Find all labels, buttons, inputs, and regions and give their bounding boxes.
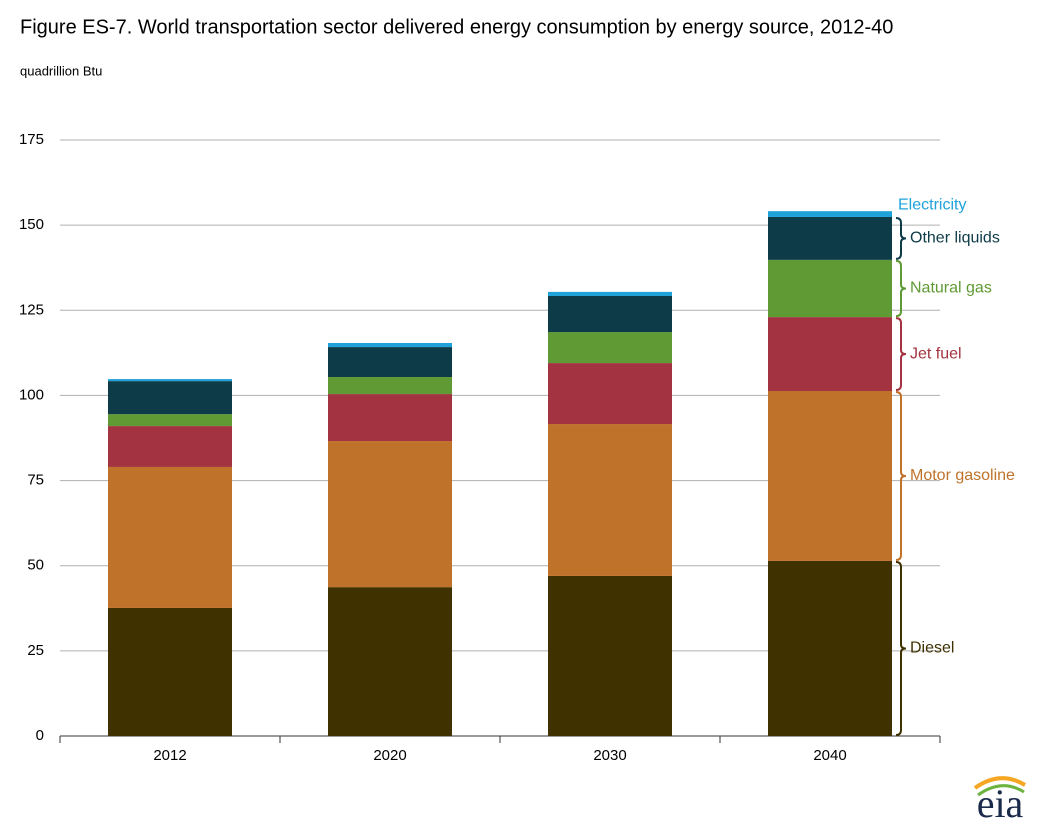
brace (895, 317, 907, 392)
bar-segment (108, 426, 232, 467)
bar-segment (328, 441, 452, 588)
chart-subtitle: quadrillion Btu (20, 63, 102, 78)
x-tick-label: 2040 (813, 747, 846, 764)
logo-swoosh (977, 784, 1025, 797)
brace (895, 560, 907, 736)
legend-label: Motor gasoline (910, 467, 1015, 484)
brace (895, 259, 907, 318)
chart-title: Figure ES-7. World transportation sector… (20, 16, 893, 38)
bar-segment (108, 381, 232, 415)
logo-swoosh (973, 776, 1027, 790)
bar-segment (108, 466, 232, 608)
bar-segment (108, 414, 232, 427)
brace (895, 391, 907, 561)
brace (895, 216, 907, 260)
bar-segment (548, 332, 672, 364)
y-tick-label: 125 (19, 301, 44, 318)
bar-segment (768, 259, 892, 318)
x-tick-label: 2030 (593, 747, 626, 764)
bar-segment (548, 424, 672, 576)
bar-segment (548, 363, 672, 425)
y-tick-label: 0 (36, 727, 44, 744)
legend-label: Diesel (910, 640, 954, 657)
legend-label: Natural gas (910, 280, 992, 297)
bar-segment (548, 291, 672, 296)
bar-segment (108, 607, 232, 736)
y-tick-label: 50 (27, 557, 44, 574)
y-tick-label: 25 (27, 642, 44, 659)
bar-segment (328, 394, 452, 442)
x-tick-label: 2012 (153, 747, 186, 764)
y-tick-label: 175 (19, 131, 44, 148)
y-tick-label: 100 (19, 386, 44, 403)
x-tick-label: 2020 (373, 747, 406, 764)
bar-segment (328, 377, 452, 395)
bar-segment (768, 211, 892, 217)
bar-segment (768, 317, 892, 392)
bar-segment (328, 587, 452, 736)
bar-segment (328, 342, 452, 348)
legend-label: Jet fuel (910, 345, 962, 362)
bar-segment (328, 347, 452, 378)
bar-segment (768, 216, 892, 260)
bar-segment (548, 575, 672, 736)
bar-segment (548, 295, 672, 333)
legend-label: Electricity (898, 196, 966, 213)
legend-label: Other liquids (910, 230, 1000, 247)
bar-segment (108, 379, 232, 382)
y-tick-label: 150 (19, 216, 44, 233)
y-tick-label: 75 (27, 472, 44, 489)
bar-segment (768, 560, 892, 736)
bar-segment (768, 391, 892, 561)
